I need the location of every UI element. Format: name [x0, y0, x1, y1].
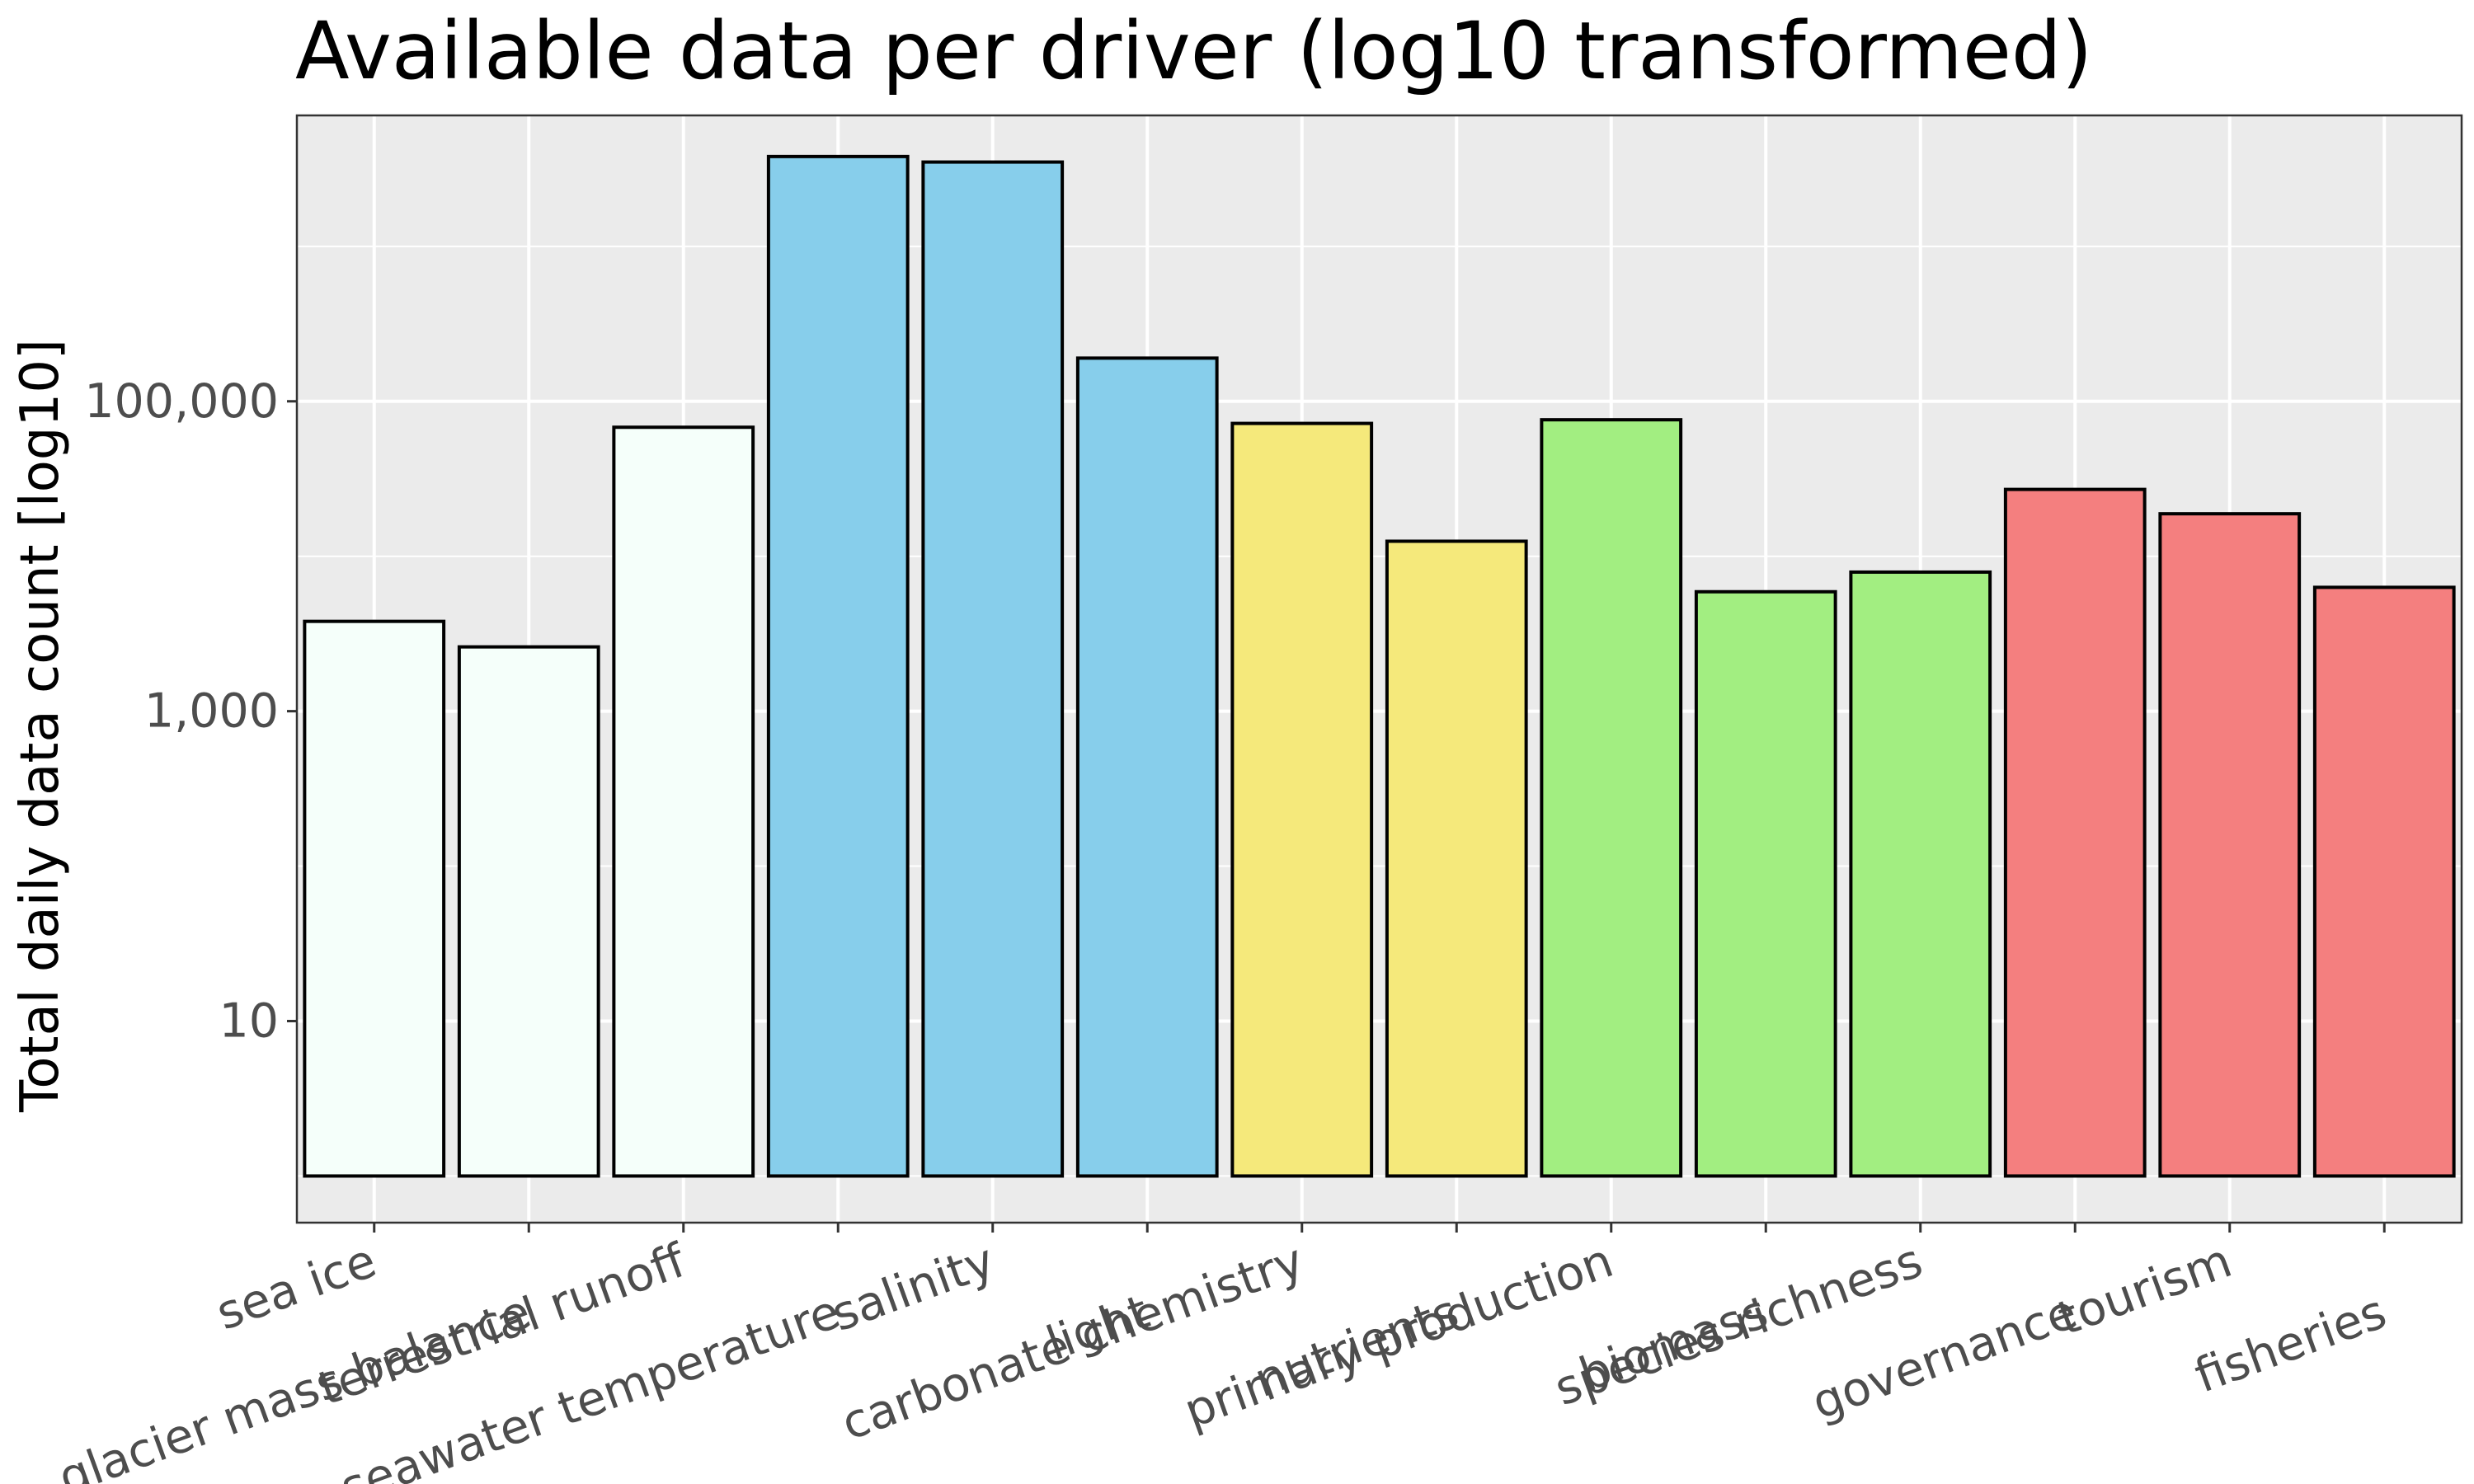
- x-tick-label: sea ice: [209, 1233, 383, 1341]
- bar-primary-production: [1540, 418, 1683, 1178]
- y-tick-label: 100,000: [84, 374, 279, 429]
- y-tick-label: 1,000: [144, 684, 279, 739]
- x-tick-label: salinity: [825, 1233, 1002, 1342]
- bar-light: [1075, 356, 1219, 1178]
- x-tick-label: fisheries: [2188, 1284, 2393, 1403]
- bar-seawater-temperature: [766, 154, 910, 1178]
- bar-carbonate-chemistry: [1230, 421, 1374, 1178]
- bar-nutrients: [1385, 539, 1528, 1178]
- bar-terrestrial-runoff: [612, 425, 755, 1178]
- bar-tourism: [2158, 512, 2302, 1178]
- x-tick-label: tourism: [2051, 1233, 2238, 1346]
- y-axis: 10 1,000 100,000: [84, 374, 297, 1048]
- bar-fisheries: [2312, 585, 2456, 1178]
- bar-biomass: [1694, 589, 1837, 1178]
- bar-species-richness: [1849, 570, 1992, 1178]
- y-axis-label: Total daily data count [log10]: [10, 339, 71, 1113]
- plot-border: [295, 114, 2463, 1224]
- bar-salinity: [921, 160, 1065, 1178]
- chart-title: Available data per driver (log10 transfo…: [295, 5, 2092, 97]
- bars: [303, 154, 2456, 1178]
- bar-governance: [2003, 487, 2147, 1178]
- y-tick-label: 10: [219, 993, 279, 1048]
- bar-glacier-mass-balance: [457, 645, 600, 1178]
- bar-sea-ice: [303, 619, 446, 1178]
